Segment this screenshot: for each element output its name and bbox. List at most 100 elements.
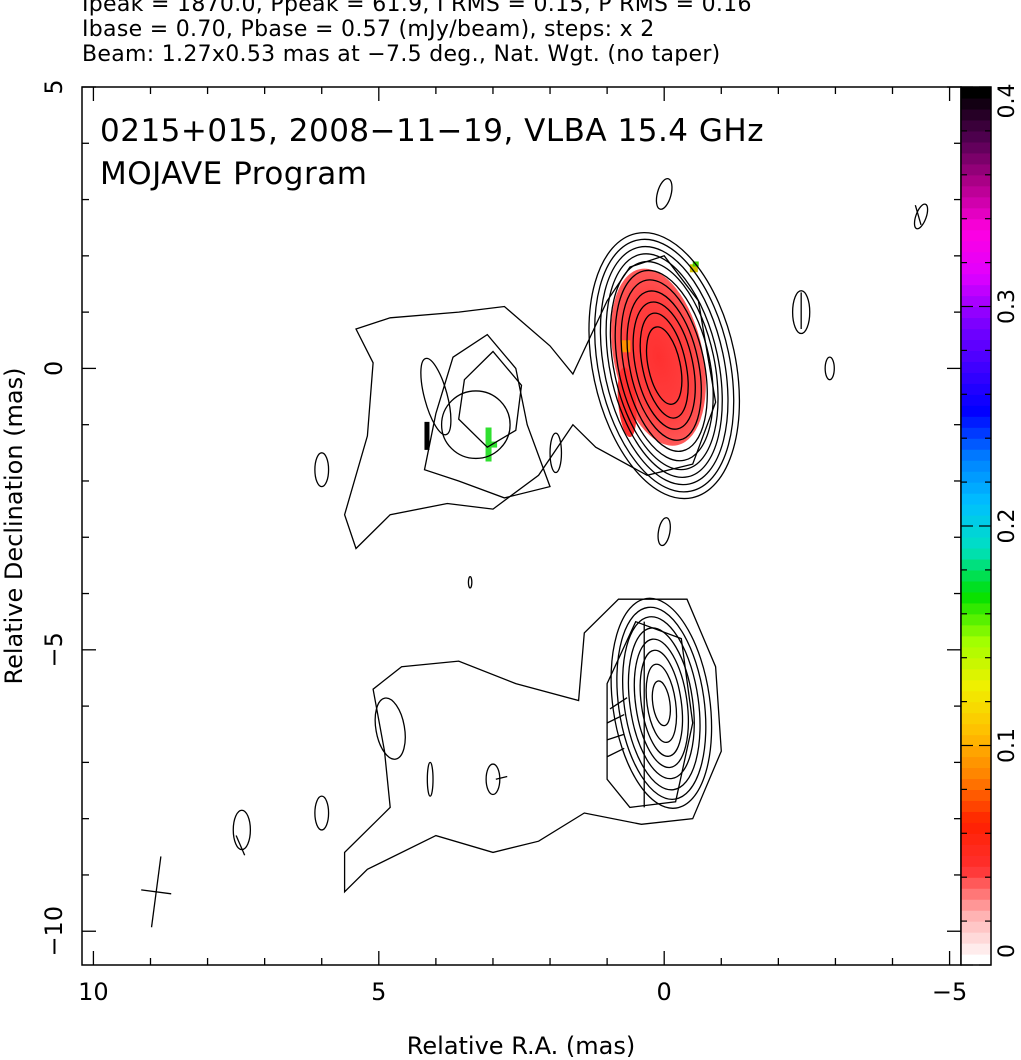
colorbar-segment: [961, 174, 991, 187]
colorbar-segment: [961, 515, 991, 527]
colorbar-segment: [961, 558, 991, 571]
isolated-contour: [485, 763, 501, 796]
colorbar-segment: [961, 580, 991, 593]
colorbar-segment: [961, 932, 991, 944]
isolated-contour: [467, 576, 473, 589]
colorbar-segment: [961, 679, 991, 692]
colorbar-segment: [961, 504, 991, 516]
x-tick-label: 0: [657, 978, 672, 1006]
upper-core-contour: [605, 253, 723, 479]
lower-core-contour: [627, 627, 695, 780]
polarization-green-mark: [490, 441, 498, 448]
colorbar-segment: [961, 482, 991, 494]
colorbar-segment: [961, 196, 991, 209]
isolated-contour: [913, 203, 929, 230]
colorbar-segment: [961, 877, 991, 889]
y-tick-label: −10: [40, 906, 68, 957]
plot-frame: [81, 86, 962, 966]
colorbar-segment: [961, 350, 991, 362]
colorbar-segment: [961, 295, 991, 308]
lower-core-contour: [610, 597, 713, 809]
colorbar-segment: [961, 745, 991, 758]
colorbar-segment: [961, 657, 991, 670]
colorbar-tick-label: 0.2: [995, 509, 1020, 544]
header-line-3: Beam: 1.27x0.53 mas at −7.5 deg., Nat. W…: [82, 42, 721, 67]
evpa-vector: [609, 697, 628, 710]
x-tick-label: 10: [78, 978, 109, 1006]
colorbar-segment: [961, 789, 991, 801]
upper-core-contour: [609, 260, 719, 471]
colorbar-segment: [961, 152, 991, 165]
isolated-contour: [824, 356, 835, 381]
colorbar-segment: [961, 712, 991, 725]
colorbar-segment: [961, 471, 991, 483]
colorbar-segment: [961, 591, 991, 604]
colorbar-segment: [961, 284, 991, 297]
colorbar-segment: [961, 416, 991, 428]
evpa-vector: [235, 835, 246, 856]
colorbar-segment: [961, 394, 991, 406]
colorbar-segment: [961, 339, 991, 351]
colorbar-segment: [961, 207, 991, 220]
isolated-contour: [440, 390, 511, 460]
colorbar-segment: [961, 273, 991, 286]
colorbar-segment: [961, 405, 991, 417]
evpa-vector: [606, 713, 625, 724]
colorbar-segment: [961, 910, 991, 922]
beam-minor-axis: [141, 889, 172, 895]
colorbar-segment: [961, 635, 991, 648]
colorbar-segment: [961, 921, 991, 933]
upper-core-contour: [639, 312, 689, 419]
colorbar-segment: [961, 646, 991, 659]
colorbar-segment: [961, 87, 991, 99]
colorbar-segment: [961, 427, 991, 439]
colorbar-segment: [961, 547, 991, 560]
x-tick-label: −5: [932, 978, 967, 1006]
x-axis-label: Relative R.A. (mas): [407, 1032, 635, 1060]
colorbar-segment: [961, 361, 991, 373]
lower-core-contour: [645, 663, 678, 744]
isolated-contour: [549, 432, 563, 474]
colorbar-segment: [961, 602, 991, 615]
polarization-yellow-pixel: [689, 264, 698, 273]
colorbar-segment: [961, 833, 991, 845]
colorbar: 0 0.1 0.2 0.3 0.4: [960, 84, 1020, 966]
upper-jet-inner-contour: [458, 350, 523, 449]
polarization-green-mark: [485, 427, 492, 462]
colorbar-segment: [961, 185, 991, 198]
upper-core-contour: [645, 326, 683, 405]
isolated-contour: [314, 795, 330, 831]
colorbar-segment: [961, 734, 991, 747]
colorbar-segment: [961, 438, 991, 450]
colorbar-segment: [961, 372, 991, 384]
colorbar-segment: [961, 624, 991, 637]
colorbar-segment: [961, 756, 991, 769]
chart-title: 0215+015, 2008−11−19, VLBA 15.4 GHz: [100, 113, 764, 149]
colorbar-segment: [961, 460, 991, 472]
upper-jet-outer-contour: [343, 255, 717, 550]
colorbar-tick-label: 0.1: [995, 728, 1020, 763]
isolated-contour: [791, 290, 811, 335]
colorbar-segment: [961, 943, 991, 955]
colorbar-segment: [961, 536, 991, 549]
colorbar-segment: [961, 822, 991, 834]
colorbar-segment: [961, 888, 991, 900]
colorbar-segment: [961, 954, 991, 966]
colorbar-segment: [961, 723, 991, 736]
colorbar-segment: [961, 866, 991, 878]
lower-core-contour: [639, 649, 684, 757]
contour-layer: [141, 177, 929, 928]
upper-jet-mid-contour: [423, 333, 551, 499]
colorbar-segment: [961, 240, 991, 253]
evpa-black-mark: [424, 421, 430, 450]
lower-jet-outer-contour: [343, 598, 722, 894]
chart-subtitle: MOJAVE Program: [100, 156, 367, 192]
lower-core-contour: [651, 680, 672, 727]
colorbar-segment: [961, 569, 991, 582]
colorbar-segment: [961, 383, 991, 395]
evpa-vector: [606, 747, 625, 758]
isolated-contour: [426, 761, 434, 797]
header-line-1: Ipeak = 1870.0, Ppeak = 61.9, I RMS = 0.…: [82, 0, 752, 17]
colorbar-segment: [961, 668, 991, 681]
